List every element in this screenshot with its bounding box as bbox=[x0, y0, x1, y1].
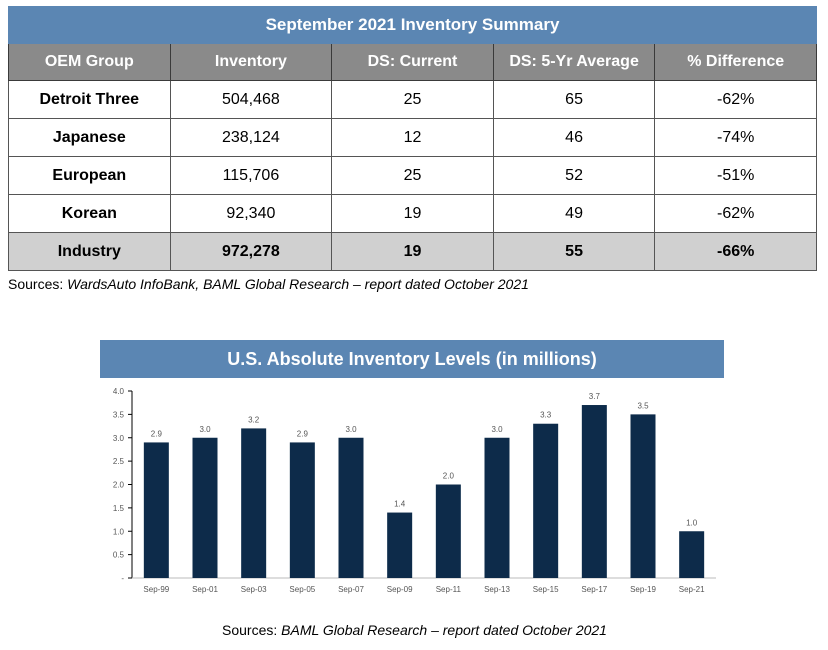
y-tick-label: 4.0 bbox=[113, 387, 125, 396]
ds-5yr-average-cell: 52 bbox=[492, 156, 656, 195]
data-label: 2.9 bbox=[297, 429, 309, 438]
chart-axes: - 0.5 1.0 1.5 2.0 2.5 3.0 3.5 4.0 bbox=[113, 387, 716, 583]
data-label: 2.9 bbox=[151, 429, 163, 438]
data-label: 2.0 bbox=[443, 472, 455, 481]
bar bbox=[630, 414, 656, 578]
y-tick-label: 1.0 bbox=[113, 527, 125, 536]
industry-total-row: Industry 972,278 19 55 -66% bbox=[8, 232, 817, 271]
data-label: 3.0 bbox=[491, 425, 503, 434]
bar bbox=[581, 405, 607, 578]
y-tick-label: 1.5 bbox=[113, 504, 125, 513]
bar bbox=[387, 512, 413, 578]
chart-bars bbox=[143, 405, 705, 578]
x-tick-label: Sep-17 bbox=[581, 585, 607, 594]
percent-difference-cell: -66% bbox=[654, 232, 817, 271]
table-row: Korean 92,340 19 49 -62% bbox=[8, 194, 817, 233]
ds-current-cell: 19 bbox=[331, 194, 494, 233]
x-tick-label: Sep-05 bbox=[289, 585, 315, 594]
x-tick-label: Sep-01 bbox=[192, 585, 218, 594]
column-header-ds-current: DS: Current bbox=[331, 43, 494, 81]
bar bbox=[289, 442, 315, 578]
y-tick-label: - bbox=[121, 574, 124, 583]
bar bbox=[435, 484, 461, 578]
chart-title: U.S. Absolute Inventory Levels (in milli… bbox=[100, 340, 724, 378]
ds-current-cell: 25 bbox=[331, 80, 494, 119]
ds-5yr-average-cell: 49 bbox=[492, 194, 656, 233]
x-tick-label: Sep-03 bbox=[241, 585, 267, 594]
data-label: 1.4 bbox=[394, 500, 406, 509]
y-tick-label: 2.5 bbox=[113, 457, 125, 466]
inventory-cell: 92,340 bbox=[169, 194, 333, 233]
ds-5yr-average-cell: 46 bbox=[492, 118, 656, 157]
x-tick-label: Sep-19 bbox=[630, 585, 656, 594]
table-row: Detroit Three 504,468 25 65 -62% bbox=[8, 80, 817, 119]
data-label: 3.0 bbox=[345, 425, 357, 434]
inventory-cell: 115,706 bbox=[169, 156, 333, 195]
oem-group-cell: European bbox=[8, 156, 171, 195]
ds-5yr-average-cell: 65 bbox=[492, 80, 656, 119]
oem-group-cell: Japanese bbox=[8, 118, 171, 157]
ds-current-cell: 19 bbox=[331, 232, 494, 271]
bar bbox=[241, 428, 267, 578]
chart-source-note: Sources: BAML Global Research – report d… bbox=[222, 622, 607, 638]
column-header-percent-difference: % Difference bbox=[654, 43, 817, 81]
data-label: 3.2 bbox=[248, 415, 260, 424]
column-header-inventory: Inventory bbox=[169, 43, 333, 81]
x-tick-label: Sep-07 bbox=[338, 585, 364, 594]
oem-group-cell: Industry bbox=[8, 232, 171, 271]
bar bbox=[338, 437, 364, 578]
x-tick-label: Sep-99 bbox=[143, 585, 169, 594]
chart-labels: 2.9 Sep-99 3.0 Sep-01 3.2 Sep-03 2.9 Sep-05 3.0 S… bbox=[143, 392, 705, 594]
oem-group-cell: Korean bbox=[8, 194, 171, 233]
column-header-ds-5yr-average: DS: 5-Yr Average bbox=[492, 43, 656, 81]
y-tick-label: 3.0 bbox=[113, 434, 125, 443]
table-source-text: WardsAuto InfoBank, BAML Global Research… bbox=[67, 276, 529, 292]
oem-group-cell: Detroit Three bbox=[8, 80, 171, 119]
percent-difference-cell: -51% bbox=[654, 156, 817, 195]
data-label: 3.0 bbox=[199, 425, 211, 434]
bar bbox=[192, 437, 218, 578]
x-tick-label: Sep-21 bbox=[679, 585, 705, 594]
percent-difference-cell: -74% bbox=[654, 118, 817, 157]
inventory-summary-table: September 2021 Inventory Summary OEM Gro… bbox=[8, 6, 817, 271]
table-title: September 2021 Inventory Summary bbox=[8, 6, 817, 44]
inventory-cell: 504,468 bbox=[169, 80, 333, 119]
bar bbox=[679, 531, 705, 578]
x-tick-label: Sep-15 bbox=[533, 585, 559, 594]
inventory-cell: 972,278 bbox=[169, 232, 333, 271]
x-tick-label: Sep-11 bbox=[436, 585, 462, 594]
bar bbox=[143, 442, 169, 578]
chart-source-text: BAML Global Research – report dated Octo… bbox=[281, 622, 607, 638]
data-label: 1.0 bbox=[686, 518, 698, 527]
x-tick-label: Sep-13 bbox=[484, 585, 510, 594]
table-source-note: Sources: WardsAuto InfoBank, BAML Global… bbox=[8, 276, 529, 292]
percent-difference-cell: -62% bbox=[654, 194, 817, 233]
ds-current-cell: 12 bbox=[331, 118, 494, 157]
data-label: 3.3 bbox=[540, 411, 552, 420]
y-tick-label: 2.0 bbox=[113, 481, 125, 490]
table-row: Japanese 238,124 12 46 -74% bbox=[8, 118, 817, 157]
ds-current-cell: 25 bbox=[331, 156, 494, 195]
ds-5yr-average-cell: 55 bbox=[492, 232, 656, 271]
column-header-oem-group: OEM Group bbox=[8, 43, 171, 81]
table-header-row: OEM Group Inventory DS: Current DS: 5-Yr… bbox=[8, 43, 817, 81]
data-label: 3.5 bbox=[637, 401, 649, 410]
chart-source-prefix: Sources: bbox=[222, 622, 282, 638]
inventory-bar-chart: - 0.5 1.0 1.5 2.0 2.5 3.0 3.5 4.0 2.9 Sep-99 3.0 Se… bbox=[113, 387, 716, 594]
bar bbox=[484, 437, 510, 578]
x-tick-label: Sep-09 bbox=[387, 585, 413, 594]
y-tick-label: 0.5 bbox=[113, 551, 125, 560]
y-tick-label: 3.5 bbox=[113, 410, 125, 419]
bar bbox=[533, 423, 559, 578]
inventory-cell: 238,124 bbox=[169, 118, 333, 157]
table-row: European 115,706 25 52 -51% bbox=[8, 156, 817, 195]
data-label: 3.7 bbox=[589, 392, 601, 401]
table-source-prefix: Sources: bbox=[8, 276, 68, 292]
percent-difference-cell: -62% bbox=[654, 80, 817, 119]
